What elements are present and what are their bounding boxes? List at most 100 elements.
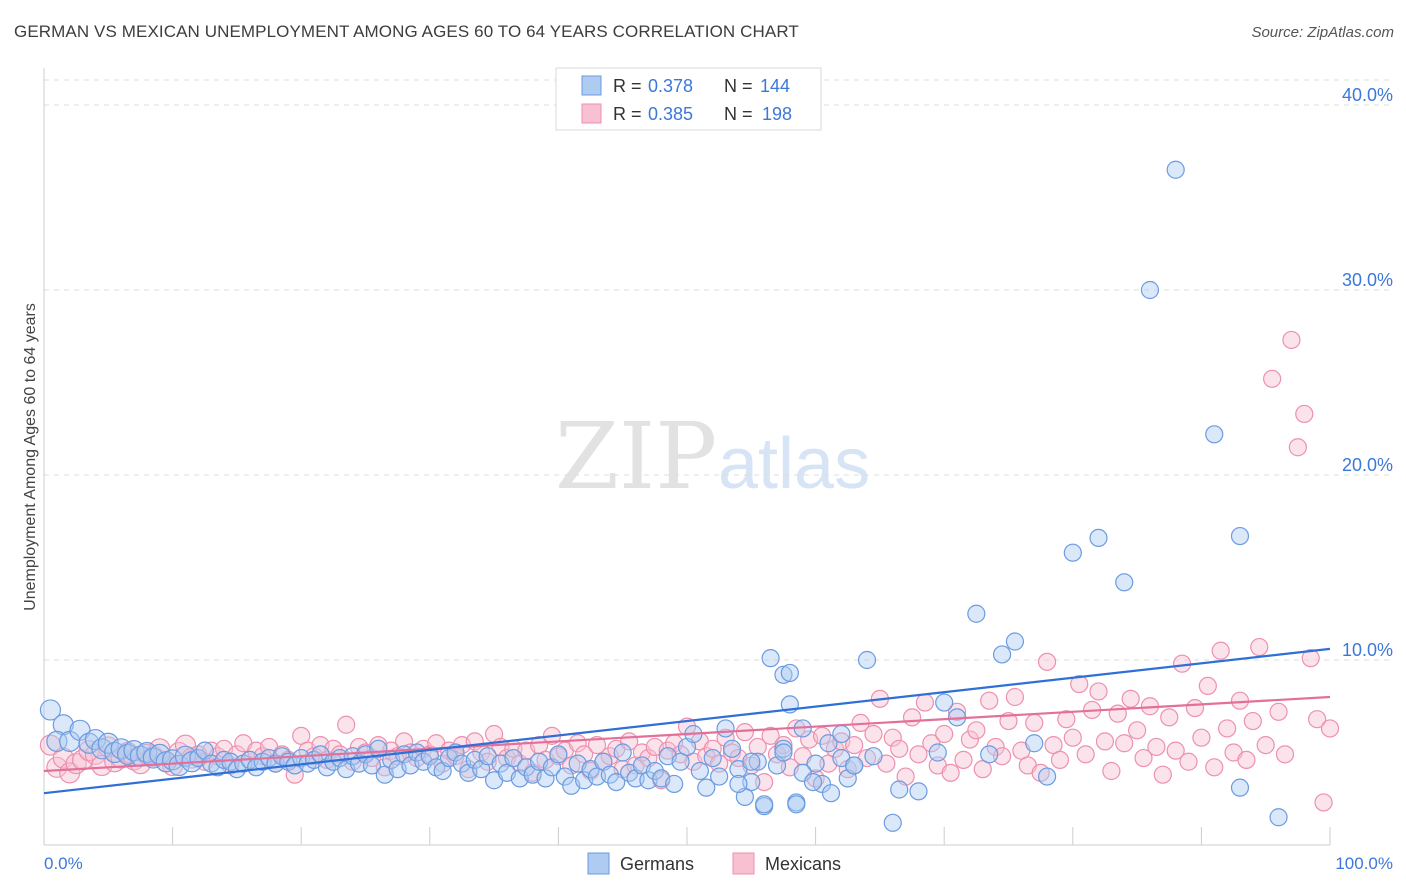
data-point: [992, 645, 1012, 664]
stats-legend: R = 0.378 N = 144 R = 0.385 N = 198: [555, 67, 822, 131]
data-point: [1076, 745, 1095, 764]
data-point: [1108, 704, 1127, 723]
data-point: [91, 738, 113, 760]
data-point: [710, 767, 729, 786]
data-point: [883, 813, 902, 832]
data-point: [902, 708, 922, 727]
data-point: [1037, 652, 1057, 671]
data-point: [761, 726, 780, 745]
data-point: [947, 702, 967, 721]
y-tick-label: 20.0%: [1342, 455, 1393, 475]
data-point: [909, 745, 928, 764]
data-point: [1063, 543, 1082, 562]
data-point: [1025, 734, 1044, 753]
data-point: [52, 714, 74, 736]
data-point: [562, 756, 581, 775]
stats-n-value-germans: 144: [760, 76, 790, 96]
data-point: [812, 726, 832, 745]
data-point: [1166, 741, 1185, 760]
y-tick-label: 40.0%: [1342, 85, 1393, 105]
data-point: [1250, 637, 1269, 657]
data-point: [935, 724, 954, 744]
legend-swatch-mexicans: [732, 852, 755, 875]
axes: [43, 68, 1331, 846]
data-point: [980, 745, 999, 764]
stats-r-label-mexicans: R =: [613, 104, 642, 124]
data-point: [1147, 737, 1166, 757]
data-point: [1320, 719, 1340, 738]
data-point: [845, 756, 864, 775]
data-point: [1282, 330, 1301, 350]
legend-label-mexicans: Mexicans: [765, 854, 841, 874]
data-point: [774, 743, 793, 762]
data-point: [1301, 649, 1320, 668]
data-point: [821, 784, 841, 803]
data-point: [1089, 528, 1108, 548]
data-point: [607, 772, 626, 792]
x-tick-label-0: 0.0%: [44, 854, 83, 873]
data-point: [1089, 682, 1108, 701]
data-point: [928, 743, 947, 762]
y-tick-labels: 10.0% 20.0% 30.0% 40.0%: [1342, 85, 1393, 660]
trend-line-germans: [43, 647, 1331, 795]
data-point: [1230, 778, 1250, 797]
data-point: [1269, 702, 1288, 721]
legend-swatch-germans: [587, 852, 610, 875]
data-point: [337, 715, 356, 734]
data-point: [883, 728, 902, 747]
data-point: [780, 663, 799, 683]
data-point: [1121, 689, 1140, 708]
data-point: [1295, 404, 1314, 424]
stats-n-value-mexicans: 198: [762, 104, 792, 124]
data-point: [864, 747, 883, 766]
data-point: [793, 763, 812, 782]
data-point: [967, 604, 986, 623]
data-point: [1025, 713, 1044, 733]
y-axis-label: Unemployment Among Ages 60 to 64 years: [22, 303, 39, 611]
data-point: [819, 734, 838, 753]
stats-r-label-germans: R =: [613, 76, 647, 96]
series-germans-points: [39, 160, 1288, 832]
data-point: [722, 739, 742, 758]
data-point: [1095, 732, 1115, 751]
stats-r-value-germans: 0.378: [648, 76, 693, 96]
data-point: [39, 699, 62, 721]
data-point: [980, 691, 999, 710]
gridlines: [44, 79, 1393, 661]
data-point: [1005, 687, 1025, 707]
stats-n-label-germans: N =: [724, 76, 753, 96]
data-point: [915, 693, 935, 712]
data-point: [690, 761, 709, 781]
data-point: [742, 752, 761, 771]
data-point: [1256, 735, 1275, 755]
data-point: [600, 765, 619, 784]
data-point: [1314, 793, 1333, 812]
data-point: [1205, 425, 1224, 444]
data-point: [857, 650, 877, 670]
data-point: [967, 721, 986, 740]
data-point: [729, 774, 748, 794]
data-point: [941, 763, 960, 782]
data-point: [1243, 711, 1262, 731]
data-point: [1205, 758, 1224, 777]
data-point: [1057, 710, 1076, 729]
y-tick-label: 30.0%: [1342, 270, 1393, 290]
data-point: [665, 774, 684, 794]
data-point: [1005, 632, 1025, 651]
data-point: [697, 778, 716, 797]
data-point: [761, 649, 780, 668]
data-point: [1160, 708, 1179, 727]
data-point: [1185, 698, 1205, 718]
data-point: [960, 730, 980, 749]
data-point: [1127, 721, 1147, 740]
data-point: [555, 767, 574, 786]
data-point: [1218, 719, 1237, 738]
data-point: [845, 735, 864, 755]
trend-lines: [43, 647, 1331, 795]
data-point: [909, 782, 928, 801]
data-point: [645, 761, 664, 781]
series-legend: Germans Mexicans: [587, 852, 841, 875]
data-point: [1115, 734, 1134, 753]
data-point: [803, 772, 823, 792]
